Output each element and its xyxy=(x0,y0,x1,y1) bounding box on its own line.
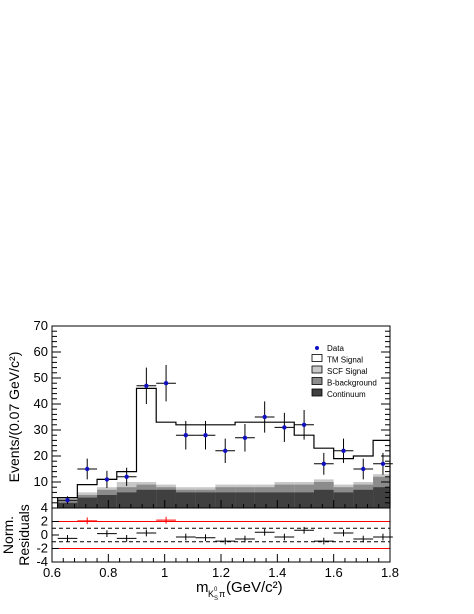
continuum-bin xyxy=(235,492,255,508)
legend-label: Continuum xyxy=(327,390,366,399)
legend-label: SCF Signal xyxy=(327,367,368,376)
x-axis-label: m K S 0 π (GeV/c²) xyxy=(196,579,283,602)
legend-swatch xyxy=(311,354,323,362)
legend-label: B-background xyxy=(327,379,377,388)
continuum-bin xyxy=(274,492,295,508)
x-label-zero: 0 xyxy=(214,587,218,593)
main-plot-frame xyxy=(51,325,391,509)
data-point xyxy=(223,448,228,453)
y-tick-label: 60 xyxy=(34,344,48,359)
y-tick-label: 10 xyxy=(34,474,48,489)
x-tick-label: 1.2 xyxy=(212,565,230,580)
residual-y-tick-label: 0 xyxy=(41,527,48,542)
data-point xyxy=(163,381,169,386)
legend-data-marker xyxy=(315,346,319,350)
data-point xyxy=(262,414,267,420)
residual-y-tick-label: 2 xyxy=(41,514,48,529)
data-point xyxy=(341,448,346,453)
continuum-bin xyxy=(313,489,334,508)
data-point xyxy=(65,498,70,503)
main-plot: 10 20 30 40 50 60 70 Events/(0.07 GeV/c²) xyxy=(6,318,393,509)
continuum-bin xyxy=(254,492,275,508)
legend-label: TM Signal xyxy=(327,356,363,365)
x-tick-label: 0.8 xyxy=(99,565,117,580)
x-label-s: S xyxy=(214,596,218,602)
x-tick-label: 0.6 xyxy=(43,565,61,580)
x-tick-label: 1.4 xyxy=(268,565,286,580)
residual-ylabel-line1: Norm. xyxy=(0,516,16,554)
y-tick-label: 40 xyxy=(34,396,48,411)
continuum-bin xyxy=(116,492,137,508)
legend-swatch xyxy=(311,365,323,374)
data-point xyxy=(144,383,149,388)
legend-swatch xyxy=(311,377,323,385)
residual-plot-frame xyxy=(51,507,391,563)
continuum-bin xyxy=(215,492,236,508)
continuum-bin xyxy=(294,492,314,508)
y-tick-label: 70 xyxy=(34,318,48,333)
x-tick-label: 1 xyxy=(161,565,168,580)
y-axis-label: Events/(0.07 GeV/c²) xyxy=(6,352,22,483)
continuum-bin xyxy=(175,492,196,508)
data-point xyxy=(85,466,90,472)
continuum-bin xyxy=(353,489,374,508)
data-point xyxy=(183,433,188,438)
continuum-bin xyxy=(136,489,157,508)
data-point xyxy=(203,433,208,438)
x-label-m: m xyxy=(196,579,209,596)
x-tick-label: 1.6 xyxy=(325,565,343,580)
continuum-bin xyxy=(77,497,98,508)
x-label-pi: π xyxy=(219,589,225,599)
legend: Data TM Signal SCF Signal B-background Conti… xyxy=(311,344,377,399)
legend-swatch xyxy=(311,388,323,397)
x-tick-label: 1.8 xyxy=(381,565,399,580)
data-point xyxy=(104,477,110,482)
continuum-bin xyxy=(57,502,78,508)
residual-y-tick-label: -4 xyxy=(36,554,48,569)
data-point xyxy=(321,461,327,466)
x-label-k: K xyxy=(208,589,214,599)
data-point xyxy=(124,474,129,479)
continuum-bin xyxy=(333,492,354,508)
residual-y-tick-label: 4 xyxy=(41,500,48,515)
data-point xyxy=(361,466,366,472)
y-tick-label: 20 xyxy=(34,448,48,463)
y-tick-label: 30 xyxy=(34,422,48,437)
continuum-bin xyxy=(97,495,117,508)
data-point xyxy=(282,425,287,430)
residual-ylabel-line2: Residuals xyxy=(16,504,32,565)
data-point xyxy=(380,461,386,466)
y-tick-label: 50 xyxy=(34,370,48,385)
data-point xyxy=(242,435,248,440)
continuum-bin xyxy=(195,492,216,508)
residual-y-tick-label: -2 xyxy=(36,541,48,556)
legend-label: Data xyxy=(327,344,344,353)
x-label-units: (GeV/c²) xyxy=(226,579,283,596)
continuum-bin xyxy=(156,489,176,508)
data-point xyxy=(301,422,307,427)
